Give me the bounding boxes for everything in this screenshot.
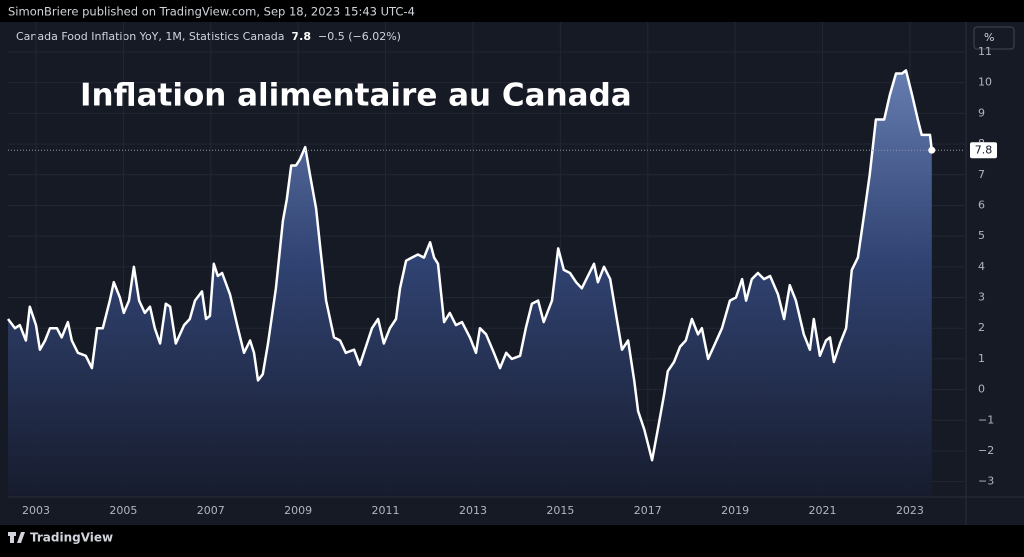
x-tick-label: 2013 — [459, 504, 487, 517]
area-fill — [8, 70, 932, 498]
y-tick-label: −2 — [978, 444, 994, 457]
published-note: SimonBriere published on TradingView.com… — [8, 5, 415, 19]
last-value-label: 7.8 — [975, 144, 993, 157]
y-tick-label: 11 — [978, 45, 992, 58]
unit-button[interactable] — [973, 26, 1015, 50]
legend-name: Canada Food Inflation YoY, 1M, Statistic… — [16, 30, 285, 43]
y-tick-label: 10 — [978, 76, 992, 89]
y-tick-label: 4 — [978, 260, 985, 273]
legend-change: −0.5 (−6.02%) — [318, 30, 401, 43]
x-tick-label: 2023 — [896, 504, 924, 517]
plot — [7, 22, 965, 498]
y-tick-label: −1 — [978, 413, 994, 426]
brand-logo — [8, 532, 25, 543]
x-tick-label: 2011 — [372, 504, 400, 517]
y-tick-label: 7 — [978, 168, 985, 181]
last-value-box — [970, 142, 997, 159]
x-tick-label: 2007 — [197, 504, 225, 517]
x-tick-label: 2015 — [546, 504, 574, 517]
y-tick-label: 0 — [978, 383, 985, 396]
y-tick-label: 1 — [978, 352, 985, 365]
x-tick-label: 2003 — [22, 504, 50, 517]
y-tick-label: 9 — [978, 106, 985, 119]
y-tick-label: 6 — [978, 198, 985, 211]
line — [7, 69, 934, 462]
y-tick-label: −3 — [978, 475, 994, 488]
x-tick-label: 2009 — [284, 504, 312, 517]
legend-value: 7.8 — [292, 30, 312, 43]
x-tick-label: 2019 — [721, 504, 749, 517]
chart-title: Inflation alimentaire au Canada — [80, 78, 632, 114]
y-tick-label: 3 — [978, 291, 985, 304]
x-tick-label: 2021 — [809, 504, 837, 517]
x-tick-label: 2017 — [634, 504, 662, 517]
y-tick-label: 2 — [978, 321, 985, 334]
x-tick-label: 2005 — [109, 504, 137, 517]
brand-name: TradingView — [30, 531, 113, 545]
y-tick-label: 5 — [978, 229, 985, 242]
last-point — [928, 146, 936, 154]
unit-label[interactable]: % — [984, 31, 994, 44]
